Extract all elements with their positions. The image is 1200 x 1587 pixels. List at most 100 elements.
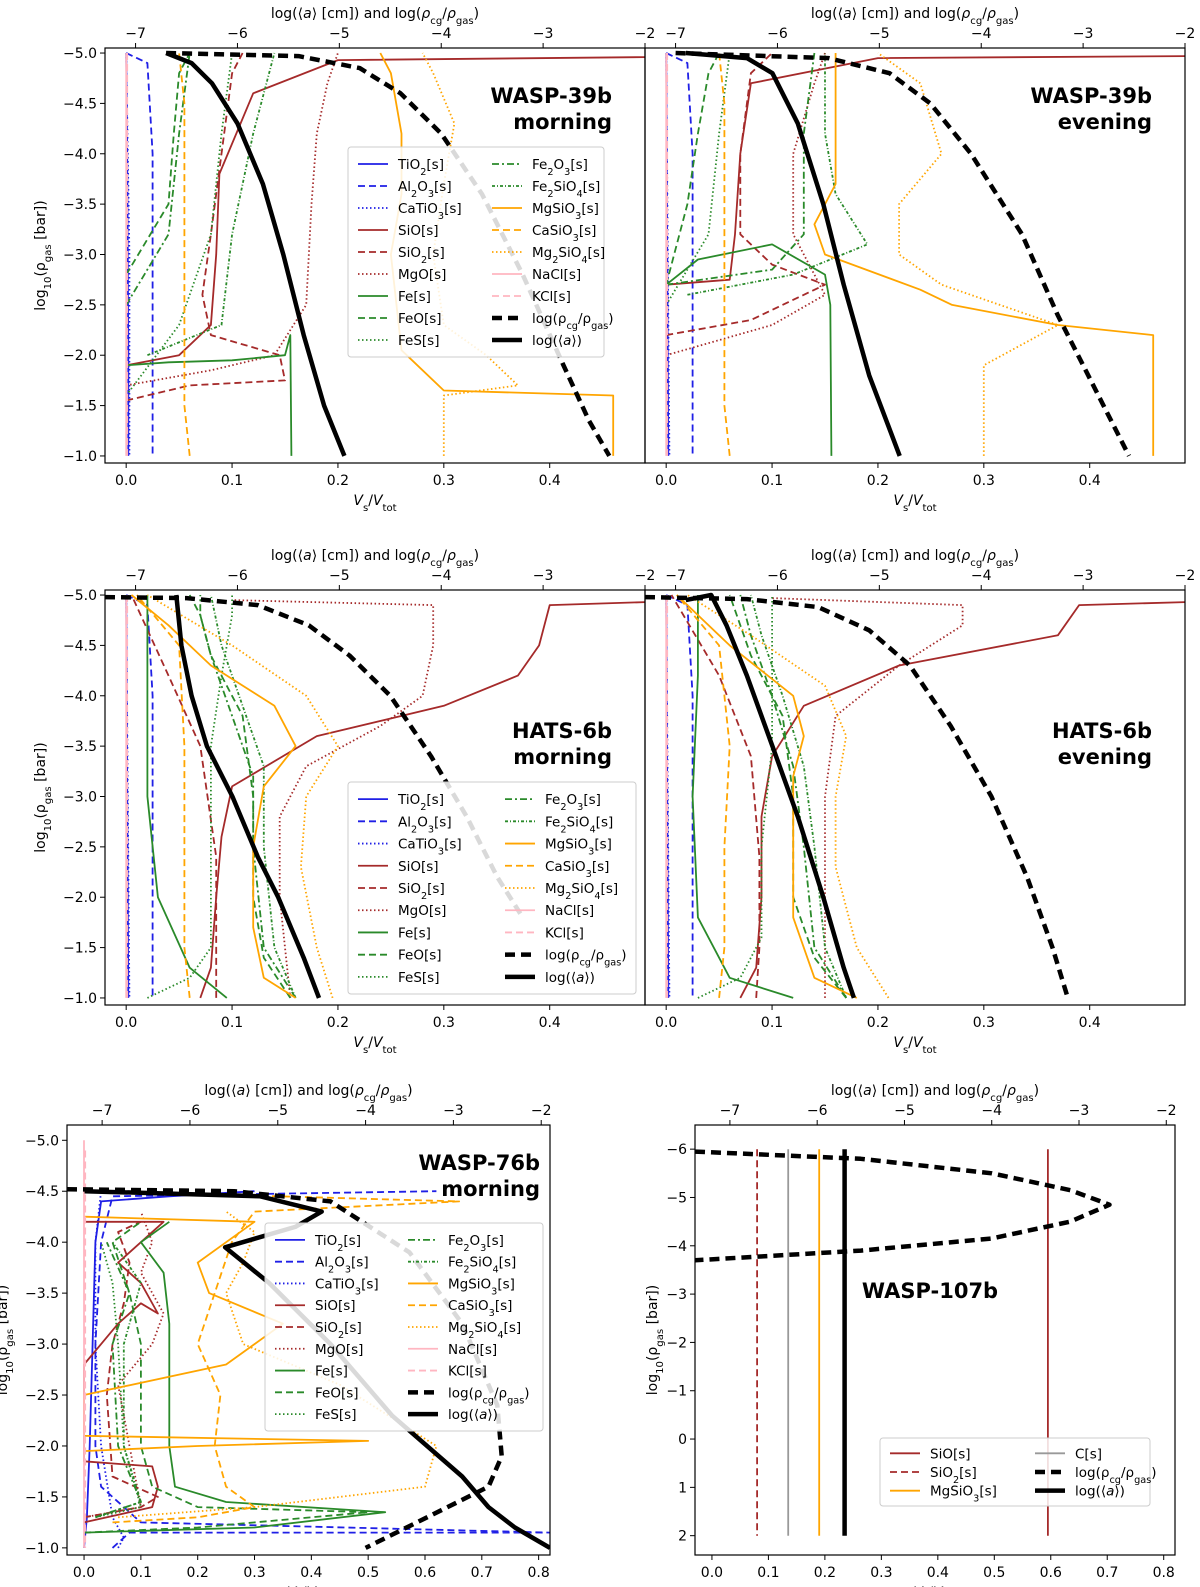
- series-mgsio3-s-: [676, 594, 858, 999]
- x-axis-label: Vs/Vtot: [893, 1035, 936, 1056]
- legend-label: CaTiO3[s]: [398, 837, 462, 858]
- panel-title: morning: [513, 110, 612, 134]
- top-tick-label: −3: [533, 26, 554, 42]
- legend-label: log(⟨a⟩): [448, 1407, 498, 1423]
- legend-label: FeO[s]: [398, 311, 442, 327]
- legend-label: NaCl[s]: [448, 1342, 497, 1358]
- plot-frame: [644, 589, 1186, 1006]
- legend-label: SiO2[s]: [315, 1320, 362, 1341]
- series-fe2sio4-s-: [750, 594, 848, 999]
- series-fe2o3-s-: [739, 594, 847, 999]
- series-al2o3-s-: [665, 594, 694, 998]
- legend-label: MgSiO3[s]: [448, 1276, 515, 1297]
- legend-label: Fe2SiO4[s]: [545, 814, 613, 835]
- chart-panel-wasp39-evening: 0.0 0.1 0.2 0.3 0.4 −7 −6 −5 −4 −3 −2 Vs/Vtot log(⟨a…: [644, 6, 1195, 514]
- panel-title: evening: [1058, 110, 1152, 134]
- legend-label: MgSiO3[s]: [532, 201, 599, 222]
- legend-label: Fe2SiO4[s]: [448, 1255, 516, 1276]
- legend-label: KCl[s]: [545, 925, 584, 941]
- legend-label: log(⟨a⟩): [532, 333, 582, 349]
- series-fe2o3-s-: [125, 52, 191, 306]
- legend-label: KCl[s]: [448, 1364, 487, 1380]
- legend-label: CaTiO3[s]: [315, 1276, 379, 1297]
- top-axis-label: log(⟨a⟩ [cm]) and log(ρcg/ρgas): [831, 1083, 1039, 1104]
- legend-label: log(⟨a⟩): [1075, 1484, 1125, 1500]
- top-tick-label: −6: [227, 26, 248, 42]
- top-tick-label: −2: [1175, 568, 1196, 584]
- series-casio3-s-: [676, 594, 731, 998]
- top-tick-label: −5: [329, 568, 350, 584]
- series-mg2sio4-s-: [686, 594, 890, 999]
- top-tick-label: −5: [869, 26, 890, 42]
- series-casio3-s-: [95, 1190, 461, 1524]
- plot-frame: [694, 1124, 1176, 1556]
- top-tick-label: −3: [1069, 1103, 1090, 1119]
- panel-title: WASP-39b: [490, 84, 612, 108]
- y-tick-label: −1.5: [25, 1490, 59, 1506]
- x-axis-label: Vs/Vtot: [353, 493, 396, 514]
- y-tick-label: −1.5: [63, 399, 97, 415]
- legend-label: NaCl[s]: [545, 903, 594, 919]
- top-tick-label: −7: [665, 568, 686, 584]
- series-al2o3-s-: [665, 52, 694, 456]
- top-tick-label: −4: [971, 26, 992, 42]
- legend-label: Mg2SiO4[s]: [545, 881, 618, 902]
- y-tick-label: −4.5: [63, 638, 97, 654]
- x-tick-label: 0.0: [701, 1565, 723, 1581]
- y-tick-label: −4.5: [63, 96, 97, 112]
- top-tick-label: −5: [329, 26, 350, 42]
- y-tick-label: −5: [666, 1190, 687, 1206]
- y-tick-label: 2: [678, 1529, 687, 1545]
- panel-title: evening: [1058, 745, 1152, 769]
- series-log-cg-gas-: [105, 594, 525, 919]
- top-tick-label: −7: [92, 1103, 113, 1119]
- top-axis-label: log(⟨a⟩ [cm]) and log(ρcg/ρgas): [811, 548, 1019, 569]
- top-tick-label: −2: [531, 1103, 552, 1119]
- legend-label: Fe2O3[s]: [545, 792, 601, 813]
- series-sio2-s-: [670, 594, 761, 998]
- legend-label: FeS[s]: [398, 333, 439, 349]
- series-mgo-s-: [126, 52, 339, 387]
- series-sio2-s-: [666, 52, 826, 336]
- panel-title: HATS-6b: [1052, 719, 1152, 743]
- x-tick-label: 0.8: [528, 1565, 550, 1581]
- legend-label: Fe2O3[s]: [532, 157, 588, 178]
- top-tick-label: −7: [125, 26, 146, 42]
- top-tick-label: −3: [1073, 568, 1094, 584]
- y-tick-label: −4: [666, 1239, 687, 1255]
- legend-label: log(ρcg/ρgas): [448, 1385, 530, 1406]
- series-group: [665, 50, 1185, 457]
- y-tick-label: −4.0: [63, 689, 97, 705]
- legend-label: MgO[s]: [398, 267, 446, 283]
- series-mgo-s-: [772, 597, 964, 998]
- series-mgsio3-s-: [813, 53, 1155, 456]
- panel-title: morning: [513, 745, 612, 769]
- legend-label: Fe[s]: [398, 925, 431, 941]
- legend-label: Al2O3[s]: [398, 814, 452, 835]
- x-tick-label: 0.4: [539, 473, 561, 489]
- y-tick-label: 1: [678, 1480, 687, 1496]
- top-tick-label: −7: [720, 1103, 741, 1119]
- y-tick-label: −4.0: [63, 147, 97, 163]
- chart-panel-wasp107: 0.0 0.1 0.2 0.3 0.4 0.5 0.6 0.7 0.8 −7 −6 −5 −4 −3 −2 −…: [645, 1083, 1177, 1587]
- x-tick-label: 0.2: [867, 1015, 889, 1031]
- top-tick-label: −7: [665, 26, 686, 42]
- y-tick-label: −3.0: [25, 1337, 59, 1353]
- top-tick-label: −3: [443, 1103, 464, 1119]
- series-sio2-s-: [83, 1220, 159, 1519]
- series-al2o3-s-: [94, 1190, 550, 1549]
- y-axis-label: log10(ρgas [bar]): [645, 1285, 666, 1395]
- series-fes-s-: [665, 52, 731, 306]
- x-tick-label: 0.3: [973, 1015, 995, 1031]
- x-tick-label: 0.5: [983, 1565, 1005, 1581]
- x-tick-label: 0.4: [1079, 1015, 1101, 1031]
- x-tick-label: 0.2: [327, 1015, 349, 1031]
- x-tick-label: 0.2: [187, 1565, 209, 1581]
- top-tick-label: −5: [869, 568, 890, 584]
- series-sio2-s-: [130, 594, 218, 998]
- y-tick-label: −3.5: [25, 1286, 59, 1302]
- x-tick-label: 0.6: [1040, 1565, 1062, 1581]
- series-fe2sio4-s-: [687, 53, 869, 296]
- legend-label: FeS[s]: [398, 970, 439, 986]
